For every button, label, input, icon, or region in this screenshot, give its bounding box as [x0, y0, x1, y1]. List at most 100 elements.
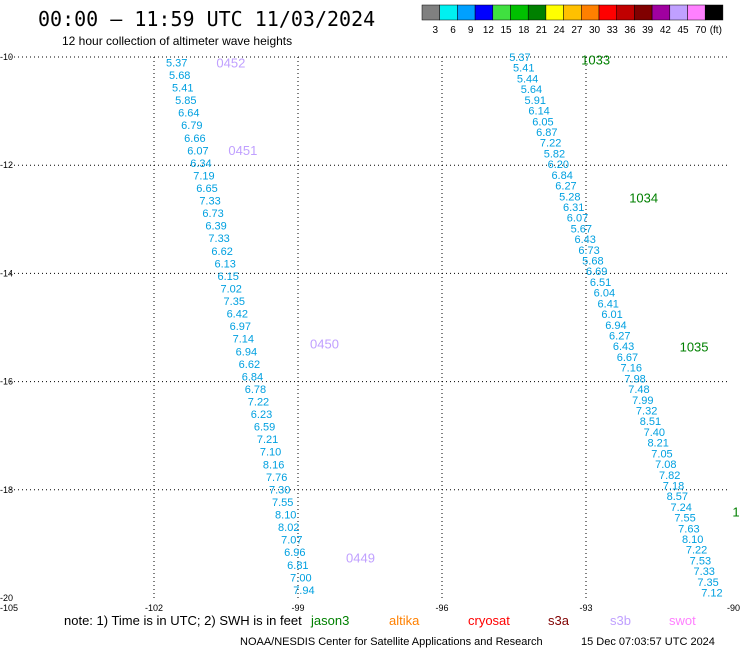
wave-height-value: 6.13 [214, 258, 235, 270]
wave-height-value: 7.40 [644, 427, 665, 439]
wave-height-value: 6.87 [536, 127, 557, 139]
wave-height-value: 8.57 [667, 491, 688, 503]
colorbar-swatch [651, 4, 671, 21]
footer-credit: NOAA/NESDIS Center for Satellite Applica… [240, 636, 543, 648]
wave-height-value: 7.24 [670, 502, 691, 514]
y-axis-ticks: -10 -12 -14 -16 -18 -20 [0, 52, 13, 603]
wave-height-value: 7.30 [269, 484, 290, 496]
colorbar-swatch [634, 4, 653, 21]
colorbar-swatch [563, 4, 582, 21]
colorbar-swatch [687, 4, 706, 21]
wave-height-value: 5.68 [582, 256, 603, 268]
wave-height-value: 5.28 [559, 191, 580, 203]
colorbar-label: 21 [536, 25, 548, 36]
wave-height-value: 6.78 [245, 384, 266, 396]
colorbar-swatch [669, 4, 688, 21]
y-tick-label: -16 [0, 377, 13, 387]
mission-legend: jason3 altika cryosat s3a s3b swot [310, 613, 696, 628]
colorbar-label: 6 [450, 25, 456, 36]
wave-height-value: 6.07 [567, 213, 588, 225]
wave-height-value: 6.05 [532, 116, 553, 128]
wave-height-value: 6.65 [196, 183, 217, 195]
wave-height-value: 6.64 [178, 108, 199, 120]
wave-height-value: 6.79 [181, 120, 202, 132]
wave-height-value: 7.32 [636, 405, 657, 417]
wave-height-value: 6.94 [236, 346, 257, 358]
colorbar-swatch [421, 4, 440, 21]
wave-height-value: 7.55 [674, 513, 695, 525]
y-tick-label: -14 [0, 268, 13, 278]
x-tick-label: -102 [145, 603, 163, 613]
colorbar-label: 42 [660, 25, 672, 36]
colorbar-label: 39 [642, 25, 654, 36]
wave-height-value: 6.15 [217, 271, 238, 283]
wave-height-value: 6.31 [563, 202, 584, 214]
wave-height-value: 7.18 [663, 480, 684, 492]
wave-height-value: 7.82 [659, 470, 680, 482]
y-tick-label: -20 [0, 593, 13, 603]
colorbar-swatch [439, 4, 458, 21]
wave-height-value: 7.35 [224, 296, 245, 308]
wave-height-value: 6.84 [551, 170, 572, 182]
wave-height-value: 5.41 [172, 83, 193, 95]
mission-cryosat: cryosat [468, 613, 510, 628]
wave-height-value: 7.05 [651, 448, 672, 460]
wave-height-value: 6.66 [184, 133, 205, 145]
wave-height-value: 6.81 [287, 560, 308, 572]
mission-swot: swot [669, 613, 696, 628]
wave-height-value: 6.07 [187, 145, 208, 157]
wave-height-value: 7.14 [233, 334, 254, 346]
color-scale-bar: 3 6 9 12 15 18 21 24 27 30 33 36 39 42 45 70 (ft) [421, 4, 724, 36]
x-tick-label: -99 [291, 603, 304, 613]
wave-height-value: 6.59 [254, 422, 275, 434]
pass-label: 1034 [629, 191, 658, 206]
wave-height-value: 6.73 [202, 208, 223, 220]
wave-height-value: 6.97 [230, 321, 251, 333]
y-tick-label: -12 [0, 160, 13, 170]
wave-height-value: 7.99 [632, 395, 653, 407]
wave-height-value: 6.84 [242, 371, 263, 383]
wave-height-value: 6.43 [574, 234, 595, 246]
wave-height-value: 7.48 [628, 384, 649, 396]
pass-label: 1036 [732, 504, 740, 519]
track-s3b: 5.375.685.415.856.646.796.666.076.347.19… [166, 55, 375, 596]
x-tick-label: -96 [435, 603, 448, 613]
wave-height-value: 6.01 [601, 309, 622, 321]
colorbar-swatch [581, 4, 600, 21]
wave-height-value: 7.98 [624, 373, 645, 385]
wave-height-value: 6.39 [205, 221, 226, 233]
colorbar-label: 27 [571, 25, 583, 36]
wave-height-value: 5.64 [521, 84, 542, 96]
colorbar-label: 24 [554, 25, 566, 36]
wave-height-value: 6.34 [190, 158, 211, 170]
pass-label: 1035 [680, 339, 709, 354]
wave-height-value: 5.37 [166, 57, 187, 69]
colorbar-swatch [510, 4, 529, 21]
wave-height-value: 6.69 [586, 266, 607, 278]
wave-height-value: 8.02 [278, 522, 299, 534]
x-axis-ticks: -105 -102 -99 -96 -93 -90 [0, 603, 740, 613]
wave-height-value: 6.20 [548, 159, 569, 171]
wave-height-value: 7.12 [701, 588, 722, 600]
wave-height-value: 5.82 [544, 148, 565, 160]
wave-height-value: 7.08 [655, 459, 676, 471]
colorbar-swatch [545, 4, 564, 21]
wave-height-value: 6.73 [578, 245, 599, 257]
colorbar-label: 70 [695, 25, 707, 36]
wave-height-value: 6.04 [594, 288, 615, 300]
satellite-tracks: 5.375.685.415.856.646.796.666.076.347.19… [166, 52, 740, 600]
wave-height-value: 7.22 [248, 397, 269, 409]
wave-height-value: 8.10 [682, 534, 703, 546]
wave-height-value: 6.27 [609, 331, 630, 343]
colorbar-label: 18 [518, 25, 530, 36]
wave-height-value: 7.02 [221, 283, 242, 295]
colorbar-swatch [474, 4, 494, 21]
colorbar-label: 45 [678, 25, 690, 36]
wave-height-value: 5.85 [175, 95, 196, 107]
wave-height-value: 6.27 [555, 181, 576, 193]
track-jason3: 5.375.415.445.645.916.146.056.877.225.82… [509, 52, 740, 600]
colorbar-label: (ft) [710, 25, 722, 36]
wave-height-value: 6.43 [613, 341, 634, 353]
wave-height-value: 7.10 [260, 447, 281, 459]
